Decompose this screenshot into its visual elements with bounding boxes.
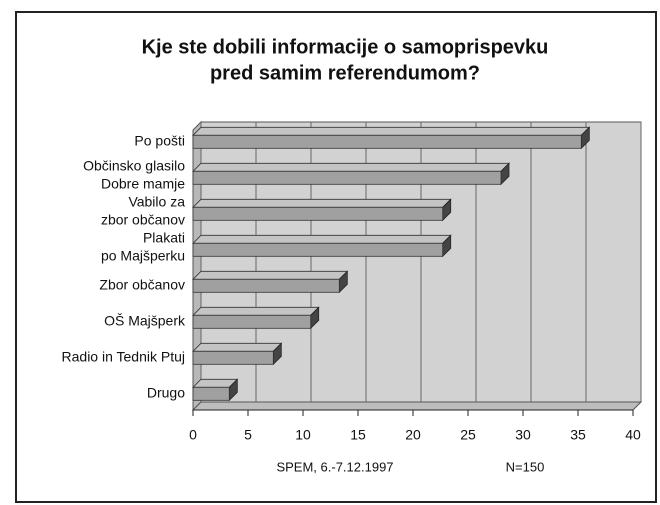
bar (192, 278, 340, 293)
y-tick-label: OŠ Majšperk (104, 313, 186, 329)
bar-top (192, 162, 510, 172)
footnote: SPEM, 6.-7.12.1997 (276, 459, 393, 474)
y-tick-label: Dobre mamje (101, 176, 185, 192)
bar (192, 386, 230, 401)
bar (192, 206, 444, 221)
x-tick-label: 40 (625, 427, 641, 443)
bar-top (192, 234, 452, 244)
bar (192, 170, 502, 185)
y-tick-label: zbor občanov (101, 212, 185, 228)
x-tick-label: 0 (189, 427, 197, 443)
x-tick-label: 35 (570, 427, 586, 443)
bar (192, 242, 444, 257)
bar (192, 350, 274, 365)
bar-top (192, 306, 320, 316)
floor (191, 401, 643, 411)
bar (192, 134, 582, 149)
y-tick-label: Po pošti (134, 133, 185, 149)
y-tick-label: Radio in Tednik Ptuj (62, 349, 185, 365)
bar-top (192, 342, 283, 352)
chart-title: pred samim referendumom? (210, 62, 480, 84)
chart-title: Kje ste dobili informacije o samoprispev… (142, 36, 549, 58)
y-tick-label: Drugo (147, 385, 185, 401)
bar (192, 314, 312, 329)
y-tick-label: Plakati (143, 230, 185, 246)
bar-top (192, 198, 452, 208)
y-tick-label: Občinsko glasilo (83, 158, 185, 174)
y-tick-label: po Majšperku (101, 248, 185, 264)
x-tick-label: 25 (460, 427, 476, 443)
bar-top (192, 270, 349, 280)
bar-top (192, 126, 591, 136)
x-tick-label: 20 (405, 427, 421, 443)
y-tick-label: Zbor občanov (99, 277, 185, 293)
x-tick-label: 10 (295, 427, 311, 443)
x-tick-label: 30 (515, 427, 531, 443)
footnote: N=150 (506, 459, 545, 474)
x-tick-label: 5 (244, 427, 252, 443)
x-tick-label: 15 (350, 427, 366, 443)
y-tick-label: Vabilo za (128, 194, 185, 210)
